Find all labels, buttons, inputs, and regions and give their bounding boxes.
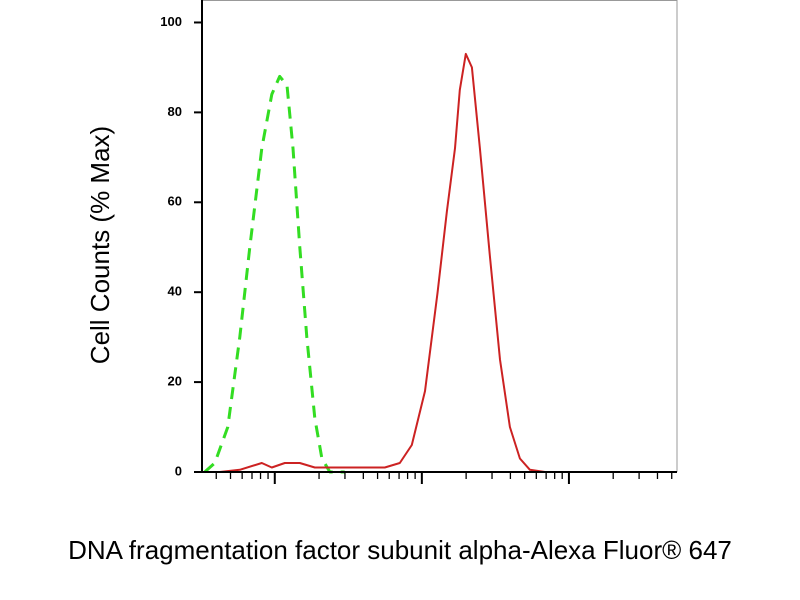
y-axis-label: Cell Counts (% Max)	[85, 126, 115, 364]
x-axis-label: DNA fragmentation factor subunit alpha-A…	[68, 535, 732, 565]
y-tick-label: 40	[168, 284, 182, 299]
plot-area	[203, 52, 677, 474]
series-line	[203, 74, 345, 474]
y-tick-label: 0	[175, 463, 182, 478]
y-tick-label: 80	[168, 104, 182, 119]
series-line	[219, 52, 677, 473]
y-tick-label: 60	[168, 194, 182, 209]
y-tick-label: 20	[168, 374, 182, 389]
y-tick-label: 100	[160, 14, 182, 29]
